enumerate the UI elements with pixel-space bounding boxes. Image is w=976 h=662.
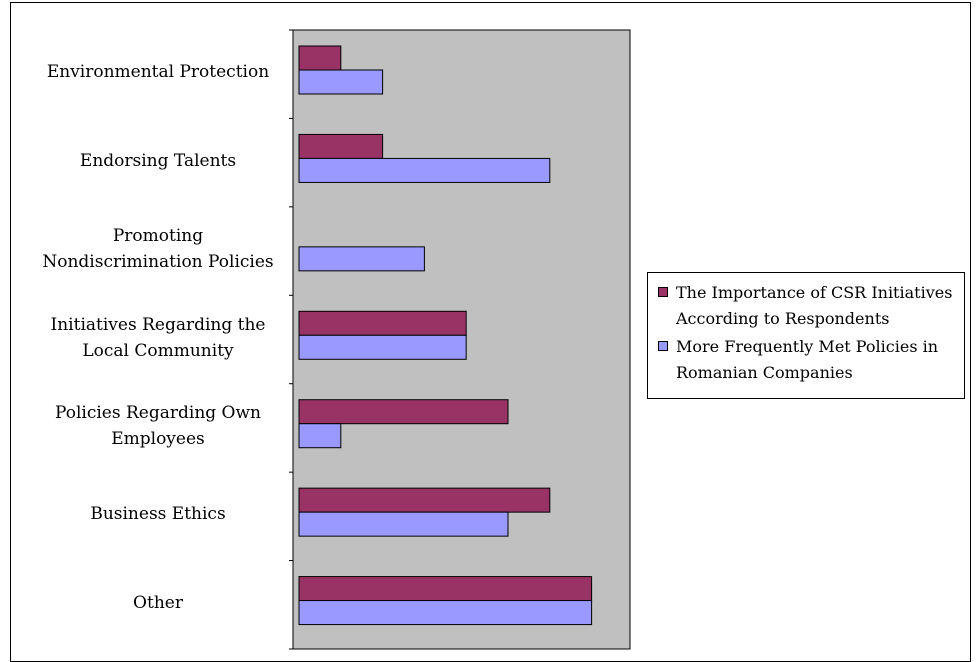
bar-series1-cat5 bbox=[298, 399, 509, 425]
category-label-line: Local Community bbox=[82, 340, 234, 361]
legend-swatch bbox=[658, 287, 668, 297]
legend: The Importance of CSR Initiatives Accordi… bbox=[647, 272, 965, 399]
bar-series2-cat5 bbox=[298, 423, 342, 449]
bar-series2-cat7 bbox=[298, 600, 593, 626]
bar-series1-cat4 bbox=[298, 310, 467, 336]
category-label-line: Promoting bbox=[112, 226, 204, 247]
category-label-line: Environmental Protection bbox=[46, 62, 270, 83]
category-label-line: Employees bbox=[111, 428, 205, 449]
category-label: Promoting Nondiscrimination Policies bbox=[24, 223, 292, 275]
legend-label: The Importance of CSR Initiatives Accordi… bbox=[676, 280, 966, 332]
category-label-line: Endorsing Talents bbox=[79, 150, 237, 171]
category-label: Policies Regarding Own Employees bbox=[24, 400, 292, 452]
category-label: Business Ethics bbox=[24, 501, 292, 527]
category-label-line: Business Ethics bbox=[90, 504, 226, 525]
legend-swatch bbox=[658, 341, 668, 351]
legend-label-line: Romanian Companies bbox=[676, 363, 853, 382]
legend-label-line: The Importance of CSR Initiatives bbox=[676, 283, 953, 302]
category-label-line: Other bbox=[133, 592, 183, 613]
category-label: Endorsing Talents bbox=[24, 148, 292, 174]
legend-label-line: More Frequently Met Policies in bbox=[676, 337, 939, 356]
bar-series2-cat2 bbox=[298, 157, 551, 183]
bar-series1-cat7 bbox=[298, 576, 593, 602]
category-label-line: Initiatives Regarding the bbox=[50, 314, 266, 335]
bar-series2-cat4 bbox=[298, 334, 467, 360]
bar-series1-cat2 bbox=[298, 133, 384, 159]
bar-series1-cat6 bbox=[298, 487, 551, 513]
bar-series2-cat6 bbox=[298, 511, 509, 537]
legend-label-line: According to Respondents bbox=[676, 309, 890, 328]
category-label: Initiatives Regarding the Local Community bbox=[24, 312, 292, 364]
category-label: Other bbox=[24, 590, 292, 616]
category-label: Environmental Protection bbox=[24, 59, 292, 85]
category-label-line: Policies Regarding Own bbox=[54, 402, 261, 423]
category-label-line: Nondiscrimination Policies bbox=[42, 252, 274, 273]
bar-series2-cat3 bbox=[298, 246, 425, 272]
legend-label: More Frequently Met Policies in Romanian … bbox=[676, 334, 966, 386]
bar-series1-cat1 bbox=[298, 45, 342, 71]
bar-series2-cat1 bbox=[298, 69, 384, 95]
